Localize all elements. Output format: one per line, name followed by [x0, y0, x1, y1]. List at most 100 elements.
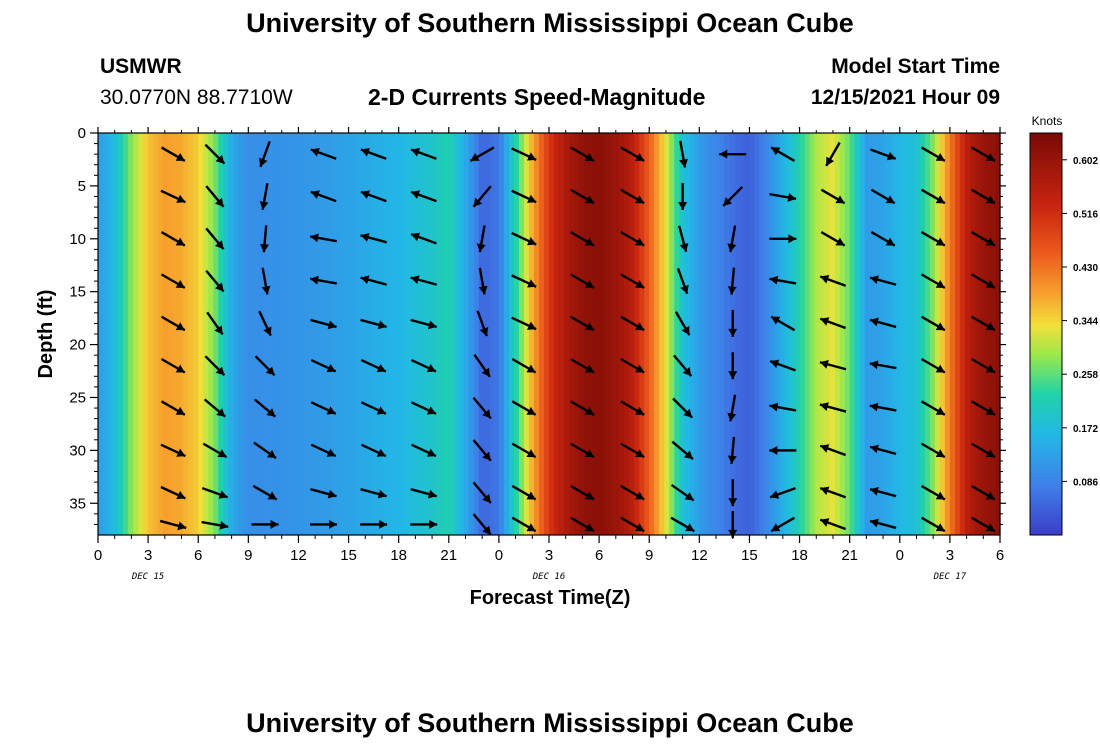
current-vector	[677, 225, 689, 253]
station-coordinates: 30.0770N 88.7710W	[100, 86, 293, 109]
heatmap-cell	[714, 133, 720, 535]
colorbar-ticks: 0.602 0.516 0.430 0.344 0.258 0.172 0.086	[1062, 156, 1098, 488]
current-vector	[206, 311, 224, 336]
current-vector	[251, 519, 279, 529]
heatmap-cell	[368, 133, 375, 535]
heatmap-cell	[819, 133, 826, 535]
heatmap-cell	[173, 133, 179, 535]
current-vector	[620, 315, 645, 332]
heatmap-cell	[719, 133, 725, 535]
current-vector	[360, 275, 387, 286]
x-tick-label: 0	[495, 547, 503, 564]
heatmap-cell	[899, 133, 906, 535]
heatmap-cell	[629, 133, 635, 535]
heatmap-cell	[919, 133, 926, 535]
heatmap-cell	[789, 133, 796, 535]
colorbar	[1029, 132, 1063, 536]
heatmap-cell	[138, 133, 144, 535]
heatmap-cell	[834, 133, 841, 535]
heatmap-cell	[203, 133, 209, 535]
heatmap-cell	[458, 133, 465, 535]
heatmap-cell	[604, 133, 610, 535]
current-vector	[570, 484, 595, 501]
current-vector	[254, 355, 276, 377]
current-vector	[820, 188, 846, 205]
x-tick-label: 3	[946, 547, 954, 564]
bottom-title: University of Southern Mississippi Ocean…	[246, 708, 854, 738]
current-vector	[678, 182, 688, 210]
heatmap-cell	[143, 133, 149, 535]
heatmap-cell	[709, 133, 715, 535]
current-vector	[869, 148, 897, 161]
current-vector	[869, 518, 897, 530]
current-vector	[620, 442, 645, 459]
current-vector	[410, 275, 438, 286]
y-tick-label: 25	[69, 389, 86, 406]
current-vector	[159, 519, 187, 531]
current-vector	[825, 141, 841, 167]
heatmap-cell	[959, 133, 966, 535]
heatmap-cell	[909, 133, 916, 535]
current-vector	[620, 273, 645, 289]
heatmap-cell	[163, 133, 169, 535]
heatmap-cell	[388, 133, 395, 535]
current-vector	[360, 190, 387, 203]
vector-layer	[159, 140, 996, 538]
current-vector	[360, 519, 388, 529]
heatmap-cell	[528, 133, 535, 535]
heatmap-cell	[949, 133, 956, 535]
current-vector	[472, 513, 492, 536]
current-vector	[472, 396, 492, 420]
x-date-label: DEC 16	[532, 572, 566, 582]
current-vector	[869, 486, 897, 498]
current-vector	[360, 318, 387, 330]
current-vector	[920, 516, 946, 533]
current-vector	[310, 401, 337, 415]
current-vector	[920, 484, 946, 501]
current-vector	[511, 484, 537, 501]
heatmap-cell	[939, 133, 946, 535]
heatmap-cell	[979, 133, 986, 535]
x-axis-label: Forecast Time(Z)	[470, 587, 631, 609]
current-vector	[920, 188, 946, 205]
current-vector	[160, 231, 186, 247]
heatmap-cell	[403, 133, 410, 535]
heatmap-cell	[864, 133, 871, 535]
current-vector	[869, 360, 897, 370]
heatmap-cell	[749, 133, 756, 535]
main-title: University of Southern Mississippi Ocean…	[246, 8, 854, 38]
current-vector	[920, 400, 946, 416]
y-tick-label: 5	[78, 178, 86, 195]
current-vector	[511, 316, 537, 331]
current-vector	[971, 188, 996, 205]
current-vector	[410, 401, 437, 415]
x-tick-label: 12	[290, 547, 307, 564]
current-vector	[971, 357, 996, 374]
current-vector	[360, 233, 387, 244]
current-vector	[869, 275, 897, 286]
y-tick-label: 35	[69, 495, 86, 512]
heatmap-cell	[624, 133, 630, 535]
heatmap-cell	[799, 133, 806, 535]
heatmap-cell	[318, 133, 325, 535]
current-vector	[511, 516, 537, 533]
heatmap-cell	[398, 133, 405, 535]
heatmap-cell	[153, 133, 159, 535]
heatmap-cell	[564, 133, 570, 535]
current-vector	[204, 355, 226, 377]
heatmap-cell	[363, 133, 370, 535]
current-vector	[570, 442, 595, 459]
current-vector	[728, 510, 738, 538]
current-vector	[410, 488, 438, 499]
heatmap-cell	[123, 133, 129, 535]
current-vector	[511, 231, 537, 246]
heatmap-cell	[223, 133, 229, 535]
current-vector	[671, 440, 694, 460]
heatmap-cell	[569, 133, 575, 535]
heatmap-cell	[513, 133, 520, 535]
current-vector	[769, 359, 796, 372]
plot-title: 2-D Currents Speed-Magnitude	[368, 84, 706, 110]
heatmap-cell	[589, 133, 595, 535]
current-vector	[769, 486, 796, 499]
heatmap-cell	[168, 133, 174, 535]
